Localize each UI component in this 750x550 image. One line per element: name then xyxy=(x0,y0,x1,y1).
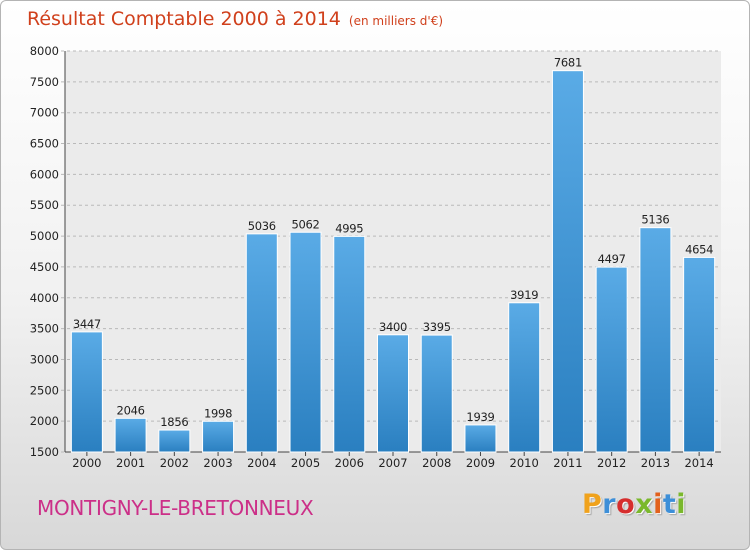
x-tick-label: 2001 xyxy=(116,456,145,470)
data-label: 3400 xyxy=(379,320,407,334)
data-label: 4654 xyxy=(685,242,713,256)
data-label: 1998 xyxy=(204,406,232,420)
y-tick-label: 6500 xyxy=(30,137,59,151)
bar xyxy=(551,70,584,453)
y-tick-label: 7000 xyxy=(30,106,59,120)
chart-title: Résultat Comptable 2000 à 2014 (en millie… xyxy=(27,8,443,30)
logo-letter: o xyxy=(616,489,636,520)
data-label: 4995 xyxy=(335,221,363,235)
y-tick-label: 1500 xyxy=(30,445,59,459)
x-tick-label: 2010 xyxy=(510,456,539,470)
data-label: 1939 xyxy=(466,410,494,424)
x-tick-label: 2007 xyxy=(378,456,407,470)
logo-letter: x xyxy=(635,489,654,520)
x-tick-label: 2003 xyxy=(203,456,232,470)
x-tick-label: 2000 xyxy=(72,456,101,470)
x-tick-label: 2011 xyxy=(553,456,582,470)
data-label: 7681 xyxy=(554,56,582,70)
y-tick-label: 3500 xyxy=(30,322,59,336)
logo-letter: i xyxy=(653,489,663,520)
bar xyxy=(377,334,409,453)
data-label: 3395 xyxy=(423,320,451,334)
logo-letter: P xyxy=(582,489,603,520)
bar xyxy=(595,266,628,453)
logo-letter: i xyxy=(676,489,687,520)
data-label: 5036 xyxy=(248,219,276,233)
bar xyxy=(245,233,278,453)
y-tick-label: 5500 xyxy=(30,198,59,212)
bar xyxy=(464,424,497,453)
x-tick-label: 2013 xyxy=(641,456,670,470)
logo-letter: r xyxy=(602,489,617,520)
bar xyxy=(508,302,541,453)
y-tick-label: 7500 xyxy=(30,75,59,89)
y-tick-label: 5000 xyxy=(30,229,59,243)
bar xyxy=(114,417,147,453)
data-label: 3919 xyxy=(510,288,538,302)
bar xyxy=(683,256,716,453)
x-tick-label: 2008 xyxy=(422,456,451,470)
x-tick-label: 2002 xyxy=(160,456,189,470)
commune-name: MONTIGNY-LE-BRETONNEUX xyxy=(37,496,314,520)
x-tick-label: 2005 xyxy=(291,456,320,470)
chart-subtitle: (en milliers d'€) xyxy=(348,14,444,28)
y-tick-label: 6000 xyxy=(30,167,59,181)
data-label: 5136 xyxy=(641,213,669,227)
x-tick-label: 2004 xyxy=(247,456,276,470)
y-tick-label: 2500 xyxy=(30,383,59,397)
y-tick-label: 2000 xyxy=(30,414,59,428)
bar xyxy=(289,231,322,453)
data-label: 1856 xyxy=(160,415,188,429)
data-label: 3447 xyxy=(73,317,101,331)
logo-letter: t xyxy=(662,489,677,520)
y-tick-label: 8000 xyxy=(30,44,59,58)
bar xyxy=(420,334,453,453)
bar xyxy=(639,227,672,453)
x-tick-label: 2006 xyxy=(335,456,364,470)
y-tick-label: 4000 xyxy=(30,291,59,305)
data-label: 2046 xyxy=(117,403,145,417)
x-tick-label: 2012 xyxy=(597,456,626,470)
data-label: 4497 xyxy=(598,252,626,266)
bar xyxy=(333,235,366,453)
proxiti-logo: Proxiti xyxy=(582,489,686,520)
x-tick-label: 2009 xyxy=(466,456,495,470)
bar xyxy=(158,429,191,453)
y-tick-label: 4500 xyxy=(30,260,59,274)
y-tick-label: 3000 xyxy=(30,352,59,366)
data-label: 5062 xyxy=(291,217,319,231)
chart-title-text: Résultat Comptable 2000 à 2014 xyxy=(27,8,341,30)
x-tick-label: 2014 xyxy=(684,456,713,470)
bar xyxy=(202,420,235,453)
bar xyxy=(70,331,103,453)
